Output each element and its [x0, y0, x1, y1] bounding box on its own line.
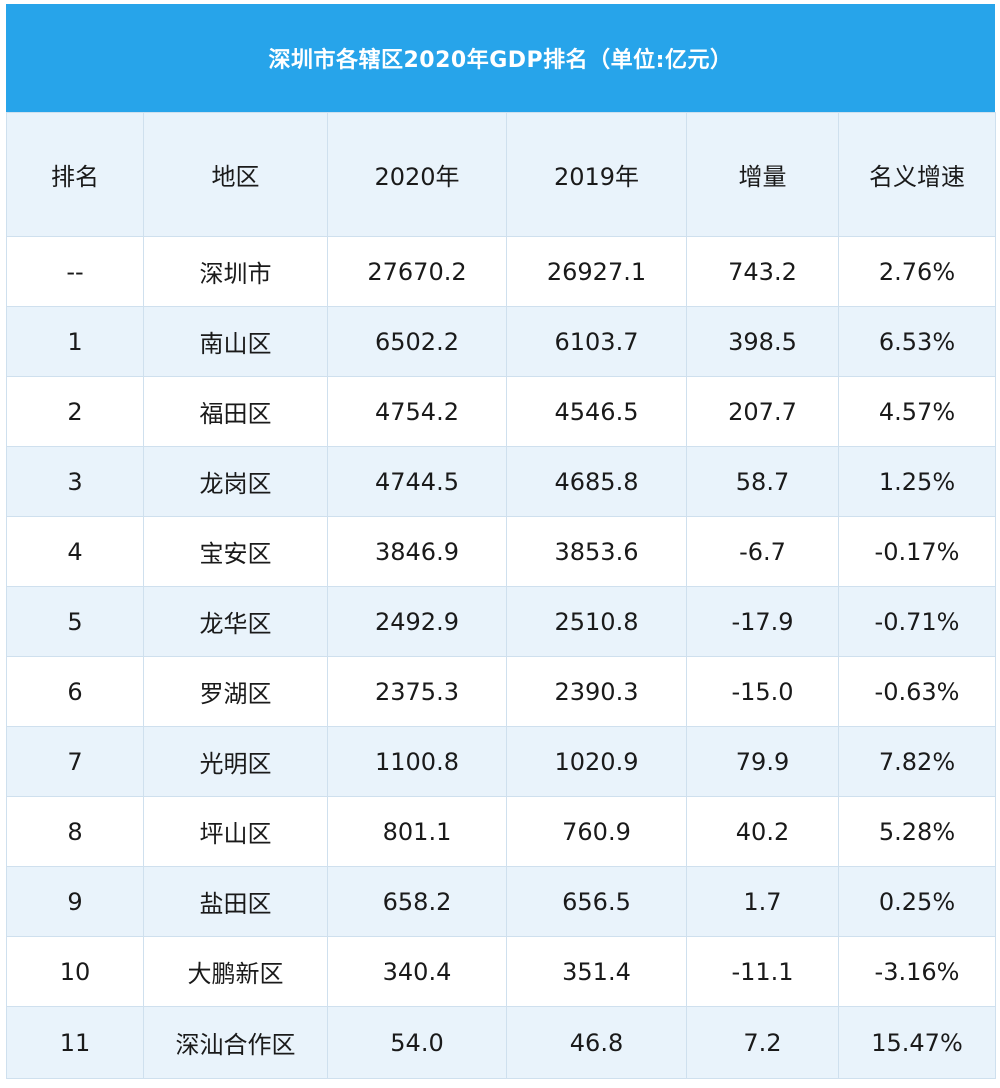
cell-rank: 5 [6, 586, 144, 657]
cell-growth: 2.76% [838, 236, 996, 307]
cell-2020: 2492.9 [327, 586, 507, 657]
cell-rank: 11 [6, 1006, 144, 1079]
cell-growth: 6.53% [838, 306, 996, 377]
table-row: 10 大鹏新区 340.4 351.4 -11.1 -3.16% [6, 936, 996, 1007]
cell-increase: -17.9 [686, 586, 839, 657]
cell-2019: 4546.5 [506, 376, 687, 447]
cell-increase: 79.9 [686, 726, 839, 797]
cell-2019: 3853.6 [506, 516, 687, 587]
cell-2020: 801.1 [327, 796, 507, 867]
cell-2020: 27670.2 [327, 236, 507, 307]
header-growth: 名义增速 [838, 112, 996, 237]
cell-region: 龙岗区 [143, 446, 328, 517]
cell-rank: 8 [6, 796, 144, 867]
cell-rank: 10 [6, 936, 144, 1007]
table-row: 5 龙华区 2492.9 2510.8 -17.9 -0.71% [6, 586, 996, 657]
cell-region: 南山区 [143, 306, 328, 377]
cell-2019: 351.4 [506, 936, 687, 1007]
cell-2020: 2375.3 [327, 656, 507, 727]
cell-region: 罗湖区 [143, 656, 328, 727]
cell-rank: -- [6, 236, 144, 307]
table-row: 4 宝安区 3846.9 3853.6 -6.7 -0.17% [6, 516, 996, 587]
cell-increase: 743.2 [686, 236, 839, 307]
cell-growth: 4.57% [838, 376, 996, 447]
table-row: 8 坪山区 801.1 760.9 40.2 5.28% [6, 796, 996, 867]
cell-2020: 1100.8 [327, 726, 507, 797]
cell-rank: 4 [6, 516, 144, 587]
cell-growth: 7.82% [838, 726, 996, 797]
cell-2020: 340.4 [327, 936, 507, 1007]
cell-2020: 4744.5 [327, 446, 507, 517]
cell-region: 坪山区 [143, 796, 328, 867]
cell-increase: 207.7 [686, 376, 839, 447]
table-row: 3 龙岗区 4744.5 4685.8 58.7 1.25% [6, 446, 996, 517]
cell-region: 大鹏新区 [143, 936, 328, 1007]
cell-rank: 3 [6, 446, 144, 517]
cell-growth: 5.28% [838, 796, 996, 867]
cell-growth: -0.17% [838, 516, 996, 587]
table-title-bar: 深圳市各辖区2020年GDP排名（单位:亿元） [6, 4, 995, 112]
cell-2020: 4754.2 [327, 376, 507, 447]
cell-increase: -15.0 [686, 656, 839, 727]
cell-increase: 398.5 [686, 306, 839, 377]
cell-2019: 4685.8 [506, 446, 687, 517]
cell-2019: 2390.3 [506, 656, 687, 727]
table-row: 2 福田区 4754.2 4546.5 207.7 4.57% [6, 376, 996, 447]
cell-increase: 58.7 [686, 446, 839, 517]
cell-rank: 6 [6, 656, 144, 727]
header-2019: 2019年 [506, 112, 687, 237]
table-row: 9 盐田区 658.2 656.5 1.7 0.25% [6, 866, 996, 937]
cell-region: 福田区 [143, 376, 328, 447]
cell-region: 深圳市 [143, 236, 328, 307]
cell-increase: 1.7 [686, 866, 839, 937]
header-row: 排名 地区 2020年 2019年 增量 名义增速 [6, 112, 996, 237]
table-row: 11 深汕合作区 54.0 46.8 7.2 15.47% [6, 1006, 996, 1079]
cell-increase: -6.7 [686, 516, 839, 587]
cell-increase: 40.2 [686, 796, 839, 867]
cell-2019: 2510.8 [506, 586, 687, 657]
cell-2019: 656.5 [506, 866, 687, 937]
cell-rank: 2 [6, 376, 144, 447]
cell-region: 光明区 [143, 726, 328, 797]
header-region: 地区 [143, 112, 328, 237]
header-2020: 2020年 [327, 112, 507, 237]
table-row: 1 南山区 6502.2 6103.7 398.5 6.53% [6, 306, 996, 377]
table-title: 深圳市各辖区2020年GDP排名（单位:亿元） [268, 48, 733, 73]
cell-growth: 15.47% [838, 1006, 996, 1079]
cell-2019: 46.8 [506, 1006, 687, 1079]
cell-rank: 7 [6, 726, 144, 797]
cell-growth: -0.63% [838, 656, 996, 727]
cell-region: 盐田区 [143, 866, 328, 937]
cell-region: 龙华区 [143, 586, 328, 657]
cell-increase: -11.1 [686, 936, 839, 1007]
cell-increase: 7.2 [686, 1006, 839, 1079]
table-row: -- 深圳市 27670.2 26927.1 743.2 2.76% [6, 236, 996, 307]
cell-growth: 1.25% [838, 446, 996, 517]
cell-2019: 26927.1 [506, 236, 687, 307]
cell-region: 宝安区 [143, 516, 328, 587]
cell-2019: 1020.9 [506, 726, 687, 797]
table-row: 7 光明区 1100.8 1020.9 79.9 7.82% [6, 726, 996, 797]
cell-growth: 0.25% [838, 866, 996, 937]
cell-rank: 1 [6, 306, 144, 377]
table-row: 6 罗湖区 2375.3 2390.3 -15.0 -0.63% [6, 656, 996, 727]
cell-2020: 3846.9 [327, 516, 507, 587]
header-increase: 增量 [686, 112, 839, 237]
cell-2019: 6103.7 [506, 306, 687, 377]
gdp-ranking-table: 排名 地区 2020年 2019年 增量 名义增速 -- 深圳市 27670.2… [6, 112, 996, 1079]
cell-2020: 658.2 [327, 866, 507, 937]
cell-rank: 9 [6, 866, 144, 937]
header-rank: 排名 [6, 112, 144, 237]
cell-growth: -0.71% [838, 586, 996, 657]
cell-2020: 6502.2 [327, 306, 507, 377]
cell-growth: -3.16% [838, 936, 996, 1007]
cell-2019: 760.9 [506, 796, 687, 867]
cell-region: 深汕合作区 [143, 1006, 328, 1079]
cell-2020: 54.0 [327, 1006, 507, 1079]
